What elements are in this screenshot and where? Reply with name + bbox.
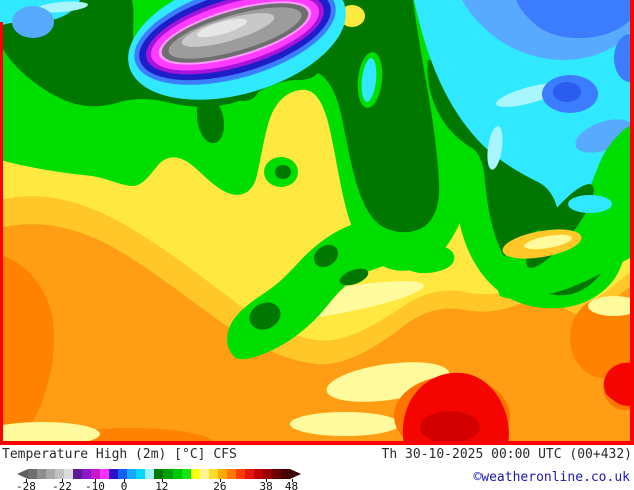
blue-blob-right-core [553,82,581,102]
colorbar-ticks: -28 -22 -10 0 12 26 38 48 [18,479,300,490]
map-border-right [630,0,634,445]
colorbar-segment [37,469,46,479]
colorbar-arrow-right [290,469,301,479]
colorbar-tick-label: 26 [213,480,226,490]
map-border-left [0,22,3,444]
colorbar-tick-label: -28 [16,480,36,490]
colorbar-segment [100,469,109,479]
colorbar-segment [209,469,218,479]
colorbar-tick-label: -10 [85,480,105,490]
colorbar-segment [182,469,191,479]
legend-panel: Temperature High (2m) [°C] CFS Th 30-10-… [0,445,634,490]
colorbar-segment [218,469,227,479]
red-hot-core [420,411,480,443]
legend-text-row: Temperature High (2m) [°C] CFS Th 30-10-… [0,447,634,463]
sky-blue-blob-top-left [12,6,54,38]
colorbar-segment [91,469,100,479]
colorbar-segment [227,469,236,479]
colorbar-segment [118,469,127,479]
colorbar-tick-label: 48 [285,480,298,490]
colorbar-segment [136,469,145,479]
colorbar-segment [191,469,200,479]
colorbar-segments [28,469,290,479]
colorbar-tick-label: 0 [121,480,128,490]
colorbar-segment [127,469,136,479]
colorbar-segment [73,469,82,479]
colorbar-segment [254,469,263,479]
colorbar: -28 -22 -10 0 12 26 38 48 [18,469,300,489]
colorbar-segment [64,469,73,479]
colorbar-tick-label: 38 [260,480,273,490]
colorbar-segment [272,469,281,479]
copyright-link[interactable]: ©weatheronline.co.uk [473,470,630,485]
colorbar-segment [82,469,91,479]
colorbar-segment [263,469,272,479]
colorbar-segment [200,469,209,479]
temperature-map [0,0,634,445]
colorbar-segment [163,469,172,479]
colorbar-segment [236,469,245,479]
colorbar-tick-label: -22 [52,480,72,490]
colorbar-segment [173,469,182,479]
pale-yellow-streak-3 [290,412,400,436]
colorbar-segment [46,469,55,479]
colorbar-segment [28,469,37,479]
small-green-blob-dark-dot [275,165,291,179]
colorbar-segment [109,469,118,479]
map-datetime: Th 30-10-2025 00:00 UTC (00+432) [382,447,632,462]
colorbar-segment [245,469,254,479]
map-title: Temperature High (2m) [°C] CFS [2,447,237,462]
colorbar-segment [55,469,64,479]
colorbar-segment [154,469,163,479]
colorbar-arrow-left [17,469,28,479]
colorbar-segment [145,469,154,479]
weather-map-screenshot: Temperature High (2m) [°C] CFS Th 30-10-… [0,0,634,490]
colorbar-tick-label: 12 [155,480,168,490]
colorbar-segment [281,469,290,479]
cyan-pocket-right [568,195,612,213]
